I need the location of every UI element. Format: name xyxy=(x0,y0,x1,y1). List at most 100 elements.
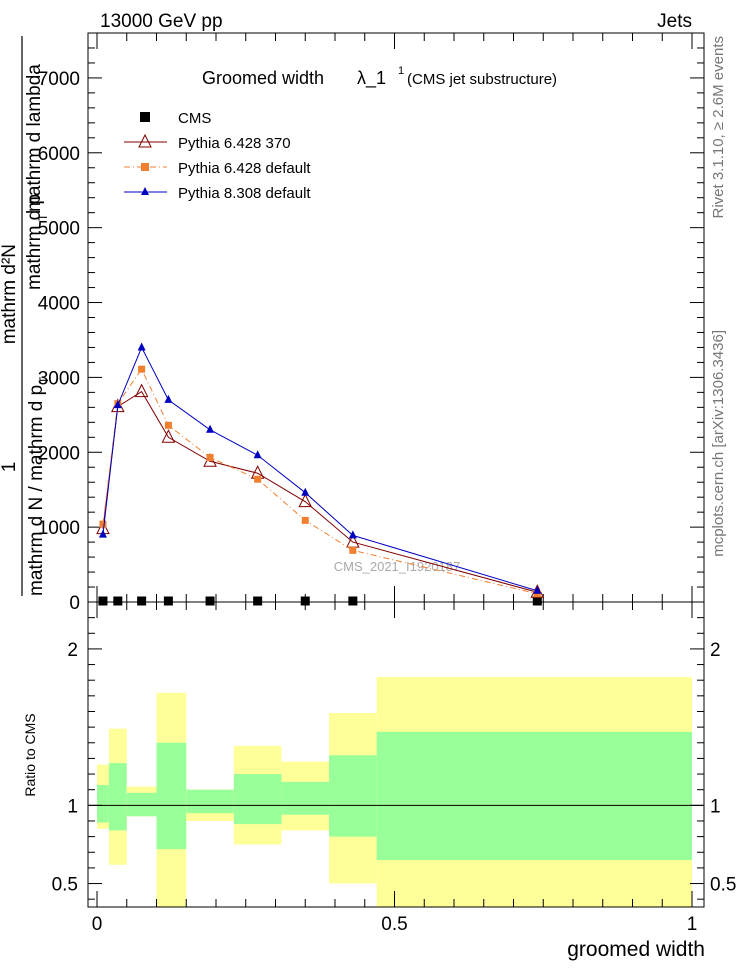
legend-item: CMS xyxy=(140,110,211,127)
stat-uncertainty-band xyxy=(97,785,109,823)
rivet-label: Rivet 3.1.10, ≥ 2.6M events xyxy=(710,36,727,219)
main-y-tick-label: 5000 xyxy=(38,219,80,240)
ratio-ylabel: Ratio to CMS xyxy=(22,713,38,796)
legend: CMS Pythia 6.428 370 Pythia 6.428 default P… xyxy=(124,110,311,202)
ylabel-numerator: mathrm d²N xyxy=(0,244,20,344)
data-point xyxy=(298,493,313,508)
series-line xyxy=(102,390,538,593)
ratio-y-tick-label-left: 1 xyxy=(67,796,78,817)
legend-label: Pythia 6.428 370 xyxy=(178,135,291,152)
chart-title: Groomed width λ_1 1 (CMS jet substructur… xyxy=(202,65,557,89)
title-symbol: λ_1 xyxy=(357,68,386,89)
data-point xyxy=(141,187,149,195)
main-y-tick-label: 3000 xyxy=(38,368,80,389)
title-note: (CMS jet substructure) xyxy=(407,71,557,88)
data-point xyxy=(348,596,358,606)
legend-item: Pythia 6.428 default xyxy=(124,160,311,177)
data-point xyxy=(161,429,176,443)
data-point xyxy=(300,596,310,606)
data-point xyxy=(138,365,146,373)
header-right: Jets xyxy=(657,11,692,32)
title-sup: 1 xyxy=(398,65,404,77)
data-point xyxy=(98,596,108,606)
main-y-tick-label: 0 xyxy=(69,593,80,614)
data-point xyxy=(301,516,309,524)
legend-item: Pythia 8.308 default xyxy=(124,185,311,202)
series-0 xyxy=(98,596,542,606)
x-tick-label: 1 xyxy=(687,914,698,935)
ratio-panel: 0.5 0.5 1 1 2 2 0 0.5 1 Ratio to CMS groomed wi… xyxy=(22,601,736,961)
data-point xyxy=(253,596,263,606)
legend-label: Pythia 8.308 default xyxy=(178,185,311,202)
ratio-bands xyxy=(88,677,704,907)
legend-label: CMS xyxy=(178,110,211,127)
stat-uncertainty-band xyxy=(376,731,692,861)
data-point xyxy=(137,596,147,606)
ylabel-numerator-sub-t: T xyxy=(36,213,50,221)
data-point xyxy=(134,383,149,398)
x-tick-label: 0.5 xyxy=(381,914,407,935)
data-point xyxy=(349,546,357,554)
data-point xyxy=(253,450,262,459)
data-point xyxy=(141,163,149,171)
ylabel-denominator-sub: T xyxy=(37,376,51,384)
data-point xyxy=(138,133,152,148)
ratio-x-axis: 0 0.5 1 xyxy=(92,602,698,935)
series-line xyxy=(102,346,538,592)
stat-uncertainty-band xyxy=(329,755,377,837)
main-y-tick-label: 4000 xyxy=(38,294,80,315)
legend-item: Pythia 6.428 370 xyxy=(124,133,291,152)
ylabel-one: 1 xyxy=(0,462,20,473)
data-point xyxy=(205,596,215,606)
data-point xyxy=(140,112,150,122)
stat-uncertainty-band xyxy=(126,792,157,817)
x-tick-label: 0 xyxy=(92,914,103,935)
data-point xyxy=(533,585,542,594)
stat-uncertainty-band xyxy=(281,781,330,815)
data-point xyxy=(206,454,214,462)
data-point xyxy=(164,421,172,429)
series-3 xyxy=(98,342,542,594)
data-point xyxy=(113,400,122,409)
x-axis-label: groomed width xyxy=(567,938,705,961)
main-y-axis: 0 1000 2000 3000 4000 5000 6000 7000 xyxy=(38,47,704,614)
data-point xyxy=(254,475,262,483)
main-y-tick-label: 7000 xyxy=(38,69,80,90)
main-y-tick-label: 6000 xyxy=(38,144,80,165)
mcplots-label: mcplots.cern.ch [arXiv:1306.3436] xyxy=(710,330,727,557)
main-y-label: 1 mathrm d N / mathrm d p T mathrm d²N m… xyxy=(0,36,51,596)
data-point xyxy=(301,487,310,496)
data-point xyxy=(206,424,215,433)
main-y-tick-label: 2000 xyxy=(38,443,80,464)
series-1 xyxy=(96,383,545,598)
main-x-ticks xyxy=(96,33,693,602)
ylabel-numerator-sub: mathrm d p xyxy=(24,194,45,290)
stat-uncertainty-band xyxy=(156,742,187,850)
ylabel-numerator-end: mathrm d lambda xyxy=(24,64,45,212)
title-main: Groomed width xyxy=(202,68,324,88)
stat-uncertainty-band xyxy=(233,774,282,825)
stat-uncertainty-band xyxy=(186,789,234,814)
data-point xyxy=(348,530,357,539)
main-y-tick-label: 1000 xyxy=(38,518,80,539)
data-point xyxy=(113,596,123,606)
main-series xyxy=(96,342,545,606)
data-point xyxy=(163,596,173,606)
ratio-frame xyxy=(87,601,705,908)
ratio-y-tick-label-right: 1 xyxy=(710,796,721,817)
legend-label: Pythia 6.428 default xyxy=(178,160,311,177)
data-point xyxy=(137,342,146,351)
ylabel-denominator: mathrm d N / mathrm d p xyxy=(26,385,47,596)
ratio-y-tick-label-left: 0.5 xyxy=(52,875,78,896)
ratio-y-tick-label-right: 2 xyxy=(710,640,721,661)
data-point xyxy=(532,596,542,606)
ratio-y-tick-label-left: 2 xyxy=(67,640,78,661)
header-left: 13000 GeV pp xyxy=(100,11,223,32)
data-point xyxy=(98,529,107,538)
data-point xyxy=(99,520,107,528)
data-point xyxy=(164,394,173,403)
ratio-y-axis: 0.5 0.5 1 1 2 2 xyxy=(52,617,736,900)
stat-uncertainty-band xyxy=(108,763,127,831)
